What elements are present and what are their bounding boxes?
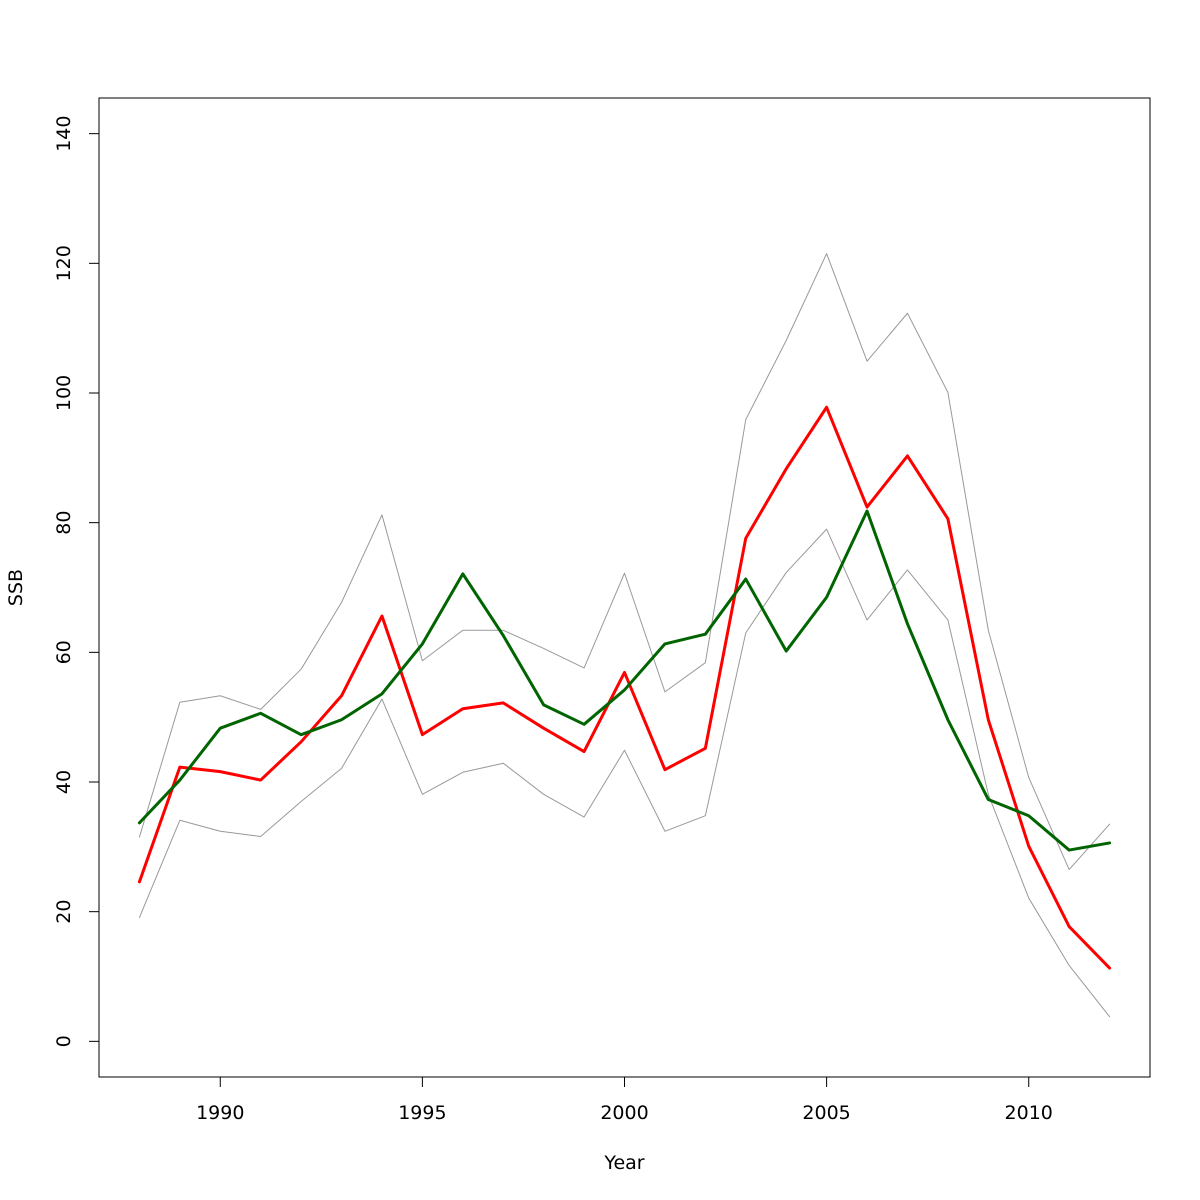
y-tick-label: 140: [53, 116, 75, 152]
series-red-line: [137, 405, 1112, 970]
y-tick-label: 100: [53, 375, 75, 411]
series-upper-bound-line: [138, 253, 1111, 871]
x-tick-label: 2005: [802, 1102, 850, 1124]
series-lower-bound-line: [138, 528, 1111, 1018]
x-axis-title: Year: [603, 1152, 644, 1174]
y-axis: 0 20 40 60 80 100 120 140: [53, 116, 100, 1047]
series-green-line: [137, 509, 1112, 852]
x-axis: 1990 1995 2000 2005 2010: [196, 1076, 1053, 1124]
series-layer: [137, 253, 1112, 1018]
x-tick-label: 1990: [196, 1102, 244, 1124]
y-tick-label: 60: [53, 640, 75, 664]
x-tick-label: 1995: [398, 1102, 446, 1124]
y-tick-label: 120: [53, 245, 75, 281]
y-axis-title: SSB: [5, 569, 27, 606]
x-tick-label: 2000: [600, 1102, 648, 1124]
y-tick-label: 80: [53, 511, 75, 535]
y-tick-label: 20: [53, 900, 75, 924]
x-tick-label: 2010: [1005, 1102, 1053, 1124]
y-tick-label: 0: [53, 1035, 75, 1047]
plot-frame: [98, 97, 1151, 1078]
y-tick-label: 40: [53, 770, 75, 794]
